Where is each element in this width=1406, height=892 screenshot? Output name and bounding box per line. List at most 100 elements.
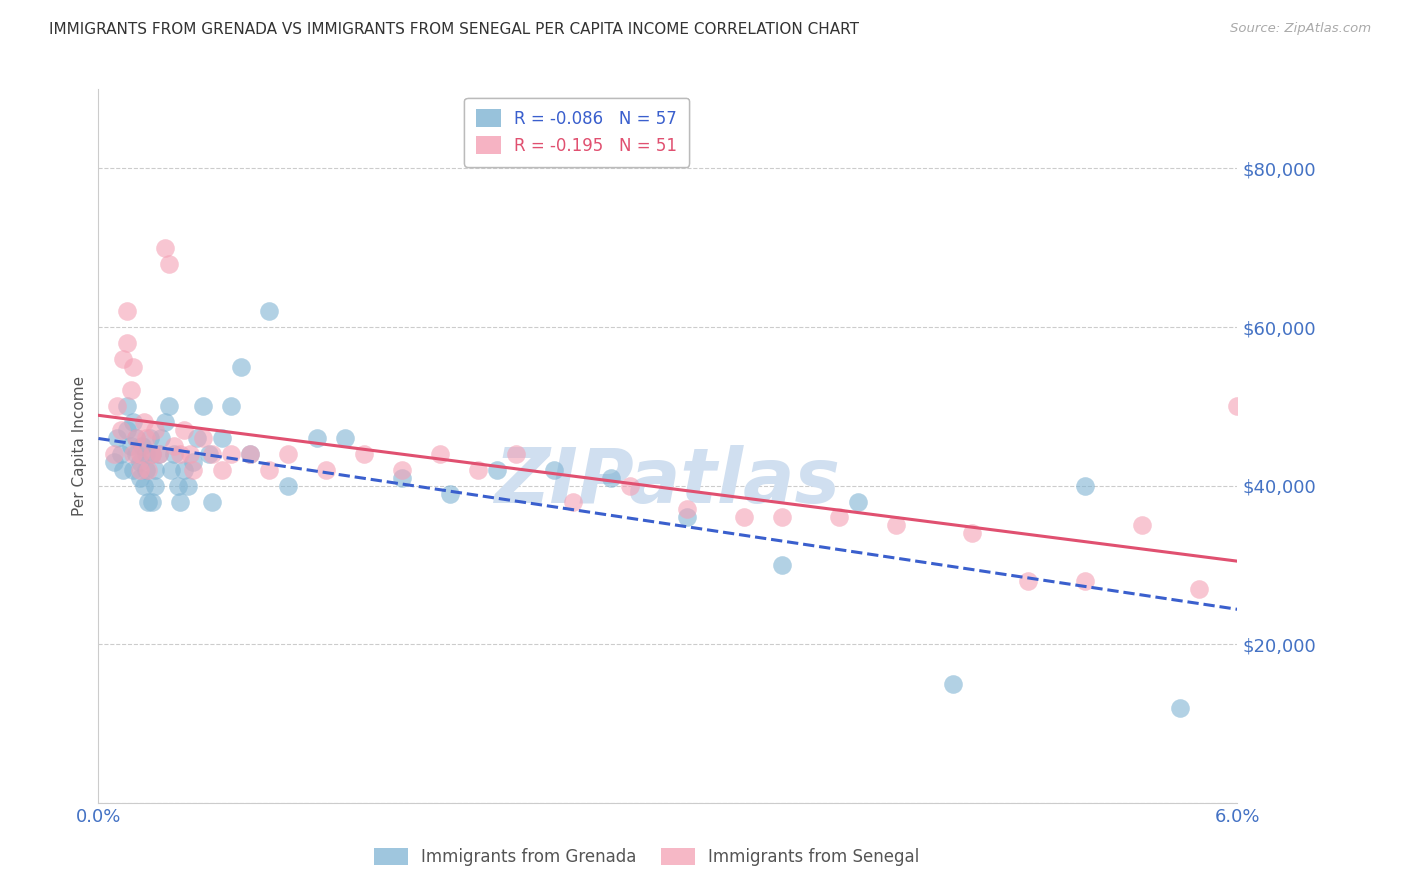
Point	[173, 463, 195, 477]
Point	[770, 510, 793, 524]
Legend: Immigrants from Grenada, Immigrants from Senegal: Immigrants from Grenada, Immigrants from…	[366, 840, 928, 875]
Point	[169, 447, 191, 461]
Point	[129, 447, 152, 461]
Point	[229, 359, 252, 374]
Point	[1170, 700, 1192, 714]
Point	[153, 241, 176, 255]
Y-axis label: Per Capita Income: Per Capita Income	[72, 376, 87, 516]
Point	[157, 400, 180, 414]
Point	[167, 478, 190, 492]
Point	[1132, 518, 1154, 533]
Point	[135, 447, 157, 461]
Point	[221, 447, 243, 461]
Point	[141, 447, 163, 461]
Point	[828, 510, 851, 524]
Point	[141, 494, 163, 508]
Point	[1018, 574, 1040, 588]
Point	[129, 463, 152, 477]
Point	[277, 478, 299, 492]
Point	[121, 359, 143, 374]
Point	[305, 431, 328, 445]
Point	[163, 439, 186, 453]
Point	[103, 455, 125, 469]
Point	[110, 423, 132, 437]
Point	[1226, 400, 1249, 414]
Point	[145, 463, 167, 477]
Point	[619, 478, 641, 492]
Point	[129, 455, 152, 469]
Point	[150, 431, 173, 445]
Point	[486, 463, 509, 477]
Point	[1074, 574, 1097, 588]
Text: IMMIGRANTS FROM GRENADA VS IMMIGRANTS FROM SENEGAL PER CAPITA INCOME CORRELATION: IMMIGRANTS FROM GRENADA VS IMMIGRANTS FR…	[49, 22, 859, 37]
Point	[148, 447, 170, 461]
Point	[1188, 582, 1211, 596]
Point	[135, 463, 157, 477]
Point	[239, 447, 262, 461]
Point	[163, 447, 186, 461]
Point	[115, 304, 138, 318]
Point	[115, 335, 138, 350]
Point	[110, 447, 132, 461]
Point	[259, 463, 281, 477]
Point	[846, 494, 869, 508]
Point	[112, 463, 135, 477]
Point	[131, 439, 153, 453]
Point	[173, 423, 195, 437]
Point	[353, 447, 375, 461]
Point	[115, 400, 138, 414]
Point	[600, 471, 623, 485]
Point	[115, 423, 138, 437]
Point	[120, 384, 142, 398]
Point	[1074, 478, 1097, 492]
Point	[132, 478, 155, 492]
Point	[176, 478, 198, 492]
Point	[153, 415, 176, 429]
Point	[107, 431, 129, 445]
Point	[145, 478, 167, 492]
Point	[141, 447, 163, 461]
Point	[942, 677, 965, 691]
Point	[505, 447, 527, 461]
Point	[169, 494, 191, 508]
Point	[148, 447, 170, 461]
Point	[391, 463, 413, 477]
Point	[467, 463, 489, 477]
Point	[145, 423, 167, 437]
Point	[121, 415, 143, 429]
Text: ZIPatlas: ZIPatlas	[495, 445, 841, 518]
Point	[201, 447, 224, 461]
Point	[125, 431, 148, 445]
Point	[335, 431, 357, 445]
Point	[884, 518, 907, 533]
Point	[770, 558, 793, 572]
Point	[676, 502, 699, 516]
Point	[197, 447, 219, 461]
Point	[676, 510, 699, 524]
Point	[179, 447, 201, 461]
Point	[125, 447, 148, 461]
Point	[157, 257, 180, 271]
Point	[391, 471, 413, 485]
Point	[135, 431, 157, 445]
Point	[221, 400, 243, 414]
Legend: R = -0.086   N = 57, R = -0.195   N = 51: R = -0.086 N = 57, R = -0.195 N = 51	[464, 97, 689, 167]
Point	[120, 439, 142, 453]
Point	[132, 415, 155, 429]
Point	[121, 463, 143, 477]
Point	[138, 431, 160, 445]
Point	[103, 447, 125, 461]
Point	[183, 455, 205, 469]
Point	[239, 447, 262, 461]
Point	[543, 463, 565, 477]
Point	[183, 463, 205, 477]
Point	[960, 526, 983, 541]
Point	[259, 304, 281, 318]
Point	[121, 447, 143, 461]
Point	[129, 471, 152, 485]
Point	[107, 400, 129, 414]
Point	[191, 431, 214, 445]
Point	[191, 400, 214, 414]
Point	[562, 494, 585, 508]
Point	[159, 463, 181, 477]
